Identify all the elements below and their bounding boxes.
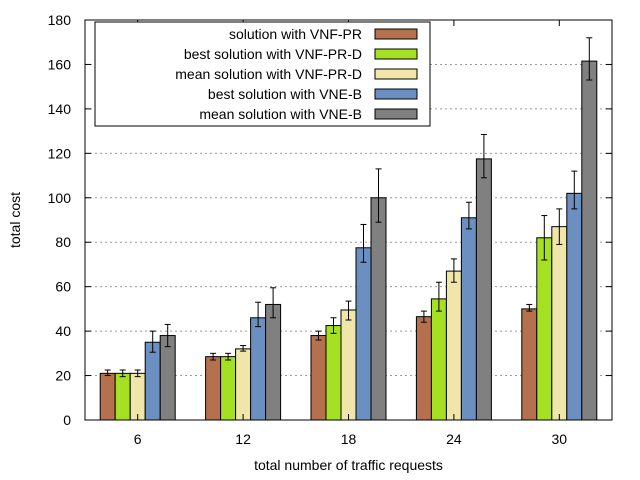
bar (536, 237, 553, 421)
bar (355, 247, 372, 421)
axis-ticks: 0 20 40 60 80 100 120 140 160 180 6 12 18 24 30 (48, 12, 612, 447)
legend-label: best solution with VNF-PR-D (184, 46, 362, 62)
bar (460, 217, 477, 421)
bar (340, 309, 357, 421)
x-tick-label: 12 (235, 431, 251, 447)
bar (581, 60, 598, 421)
legend-label: mean solution with VNF-PR-D (175, 66, 362, 82)
bar (159, 335, 176, 421)
bar (445, 270, 462, 421)
bar (325, 325, 342, 421)
y-tick-label: 80 (55, 234, 71, 250)
y-tick-label: 160 (48, 56, 72, 72)
bar (144, 341, 161, 421)
y-tick-label: 100 (48, 190, 72, 206)
bar (475, 158, 492, 421)
legend-label: mean solution with VNE-B (199, 106, 362, 122)
bar (310, 335, 327, 421)
bar (250, 317, 267, 421)
x-tick-label: 6 (134, 431, 142, 447)
bar (205, 356, 222, 421)
legend-swatch (374, 108, 418, 120)
legend-swatch (374, 28, 418, 40)
bar (220, 356, 237, 421)
y-tick-label: 40 (55, 323, 71, 339)
y-tick-label: 0 (63, 412, 71, 428)
bar (265, 303, 282, 421)
error-bars (104, 37, 593, 378)
legend: solution with VNF-PR best solution with V… (94, 21, 431, 127)
y-tick-label: 140 (48, 101, 72, 117)
x-tick-label: 24 (446, 431, 462, 447)
y-axis-title: total cost (7, 192, 23, 248)
bar (415, 316, 432, 421)
bar (235, 348, 252, 421)
bar (99, 372, 116, 421)
y-tick-label: 60 (55, 279, 71, 295)
legend-swatch (374, 88, 418, 100)
y-tick-label: 180 (48, 12, 72, 28)
bar (129, 372, 146, 421)
legend-swatch (374, 48, 418, 60)
bar (430, 298, 447, 421)
bar (521, 308, 538, 421)
x-tick-label: 18 (341, 431, 357, 447)
bar (551, 226, 568, 421)
x-tick-label: 30 (552, 431, 568, 447)
legend-box (94, 21, 431, 127)
legend-label: solution with VNF-PR (229, 26, 362, 42)
bar (370, 197, 387, 421)
legend-label: best solution with VNE-B (208, 86, 362, 102)
legend-swatch (374, 68, 418, 80)
y-tick-label: 120 (48, 145, 72, 161)
bar (566, 192, 583, 421)
y-tick-label: 20 (55, 368, 71, 384)
x-axis-title: total number of traffic requests (254, 457, 443, 473)
bar (114, 372, 131, 421)
